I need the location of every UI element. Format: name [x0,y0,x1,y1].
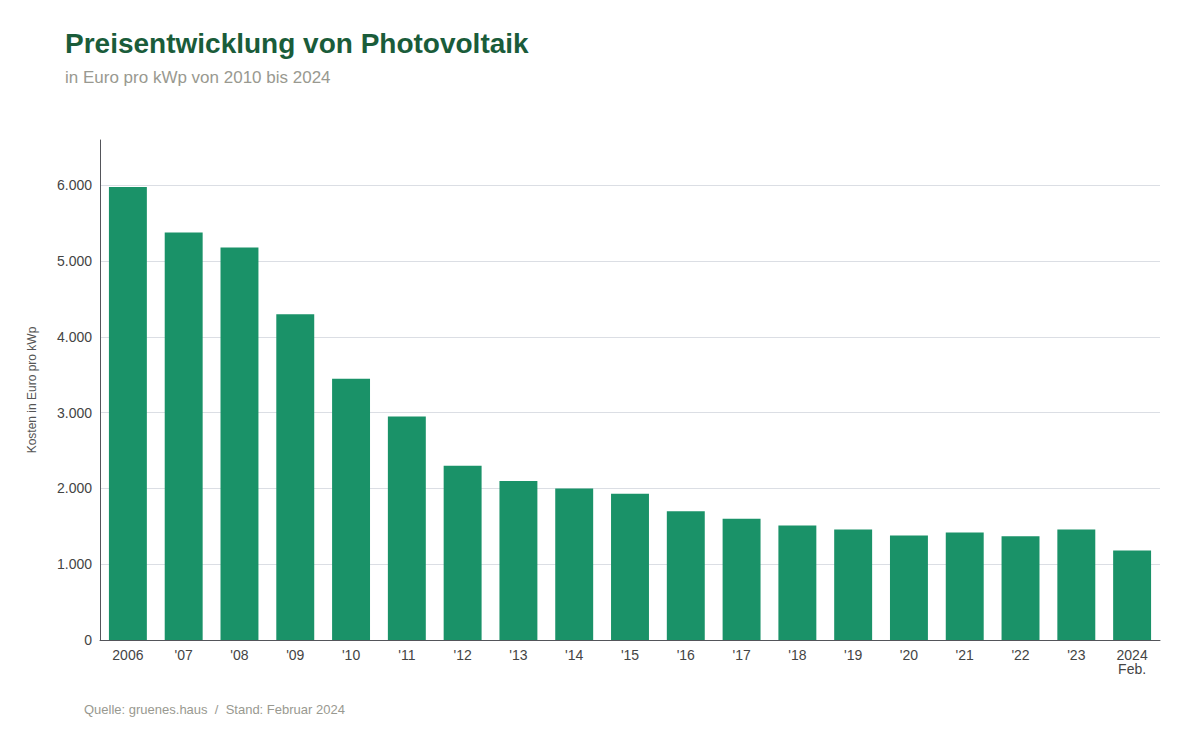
svg-text:'11: '11 [398,647,415,663]
svg-text:4.000: 4.000 [57,329,92,345]
svg-text:3.000: 3.000 [57,405,92,421]
svg-text:'07: '07 [175,647,193,663]
svg-text:'16: '16 [677,647,695,663]
svg-text:6.000: 6.000 [57,177,92,193]
svg-text:'13: '13 [509,647,527,663]
svg-text:'10: '10 [342,647,360,663]
svg-text:'20: '20 [900,647,918,663]
svg-text:2.000: 2.000 [57,480,92,496]
svg-text:'23: '23 [1067,647,1085,663]
svg-text:5.000: 5.000 [57,253,92,269]
svg-text:'08: '08 [230,647,248,663]
svg-text:'12: '12 [454,647,472,663]
svg-text:'09: '09 [286,647,304,663]
svg-text:Quelle: gruenes.haus / Stand: Quelle: gruenes.haus / Stand: Februar 20… [84,702,345,717]
svg-text:'15: '15 [621,647,639,663]
svg-text:'21: '21 [956,647,974,663]
svg-text:'18: '18 [788,647,806,663]
svg-text:Preisentwicklung von Photovolt: Preisentwicklung von Photovoltaik [65,28,529,59]
svg-text:'14: '14 [565,647,583,663]
svg-text:2006: 2006 [112,647,143,663]
svg-text:'17: '17 [732,647,750,663]
svg-text:Kosten in Euro pro kWp: Kosten in Euro pro kWp [25,326,39,453]
svg-text:in Euro pro kWp von 2010 bis 2: in Euro pro kWp von 2010 bis 2024 [65,68,331,87]
svg-text:1.000: 1.000 [57,556,92,572]
svg-text:Feb.: Feb. [1118,661,1146,677]
svg-text:'22: '22 [1011,647,1029,663]
svg-text:2024: 2024 [1116,647,1148,663]
svg-text:'19: '19 [844,647,862,663]
svg-text:0: 0 [84,632,92,648]
